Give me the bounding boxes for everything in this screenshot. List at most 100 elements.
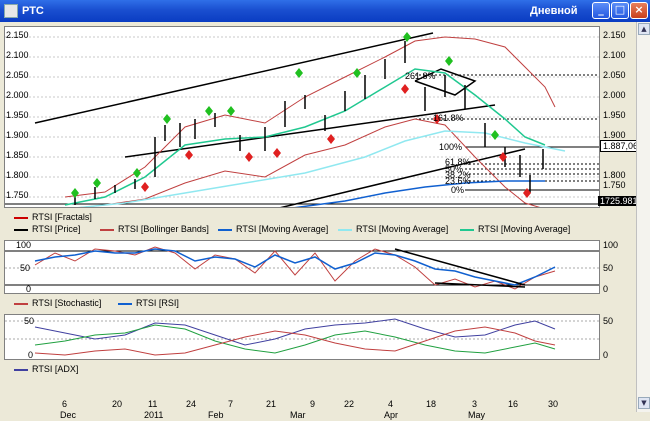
oscillator-panel[interactable] — [4, 240, 600, 294]
di-plus-line — [34, 324, 556, 354]
fib-label: 161.8% — [433, 113, 464, 123]
legend-swatch — [100, 228, 114, 231]
y-tick-label: 50 — [603, 316, 614, 326]
fractal-down-marker — [401, 84, 409, 94]
y-tick-label: 1.950 — [6, 110, 29, 120]
legend-swatch — [218, 228, 232, 231]
adx-line — [34, 318, 556, 346]
y-tick-label: 2.000 — [603, 90, 626, 100]
fractal-down-marker — [245, 152, 253, 162]
ma-cyan-line — [77, 130, 566, 207]
y-tick-label: 1.850 — [6, 150, 29, 160]
chart-frame: 261.8% 161.8% 100% 61.8% 50% 38.2% 23.6%… — [0, 22, 650, 421]
y-tick-label: 2.150 — [603, 30, 626, 40]
adx-panel[interactable] — [4, 314, 600, 360]
x-day-label: 18 — [426, 399, 437, 409]
x-day-label: 9 — [310, 399, 316, 409]
last-price-label: 1.887,06 — [600, 140, 642, 152]
legend-price: RTSI [Price] — [14, 224, 80, 234]
x-axis: 6 20 11 24 7 21 9 22 4 18 3 16 30 Dec 20… — [4, 397, 600, 421]
fractal-up-marker — [445, 56, 453, 66]
ma-blue-line — [294, 180, 545, 207]
rsi-trendline — [394, 248, 526, 286]
legend-swatch — [118, 302, 132, 305]
fractal-up-marker — [163, 114, 171, 124]
fib-label: 38.2% — [445, 170, 471, 180]
y-tick-label: 1.900 — [6, 130, 29, 140]
y-tick-label: 2.150 — [6, 30, 29, 40]
fractal-up-marker — [205, 106, 213, 116]
x-day-label: 3 — [472, 399, 478, 409]
y-tick-label: 50 — [20, 263, 31, 273]
x-day-label: 30 — [548, 399, 559, 409]
bollinger-upper — [64, 36, 556, 198]
fractal-up-marker — [353, 68, 361, 78]
title-bar[interactable]: РТС Дневной _ □ × — [0, 0, 650, 22]
legend-ma-cyan: RTSI [Moving Average] — [338, 224, 448, 234]
legend-stochastic: RTSI [Stochastic] — [14, 298, 101, 308]
y-tick-label: 2.000 — [6, 90, 29, 100]
legend-ma-blue: RTSI [Moving Average] — [218, 224, 328, 234]
fractal-up-marker — [93, 178, 101, 188]
rsi-line — [34, 248, 556, 286]
legend-bollinger: RTSI [Bollinger Bands] — [100, 224, 209, 234]
fractal-up-marker — [227, 106, 235, 116]
y-tick-label: 0 — [603, 350, 609, 360]
y-tick-label: 50 — [24, 316, 35, 326]
fractal-down-marker — [499, 152, 507, 162]
chart-app-icon — [4, 4, 18, 18]
y-tick-label: 1.750 — [6, 190, 29, 200]
fractal-up-marker — [71, 188, 79, 198]
y-tick-label: 1.950 — [603, 110, 626, 120]
maximize-button[interactable]: □ — [611, 2, 629, 19]
legend-fractals: RTSI [Fractals] — [14, 212, 92, 222]
x-day-label: 7 — [228, 399, 234, 409]
fractal-down-marker — [141, 182, 149, 192]
fractal-up-marker — [403, 32, 411, 42]
y-tick-label: 1.750 — [603, 180, 626, 190]
fractal-down-marker — [433, 114, 441, 124]
triangle-pattern — [414, 68, 477, 96]
fractal-down-marker — [327, 134, 335, 144]
y-tick-label: 0 — [26, 284, 32, 294]
x-day-label: 6 — [62, 399, 68, 409]
x-day-label: 22 — [344, 399, 355, 409]
fib-label: 23.6% — [445, 176, 471, 186]
fractal-up-marker — [295, 68, 303, 78]
legend-rsi: RTSI [RSI] — [118, 298, 179, 308]
y-tick-label: 1.900 — [603, 130, 626, 140]
fractal-up-marker — [491, 130, 499, 140]
legend-swatch — [14, 216, 28, 219]
vertical-scrollbar[interactable]: ▲ ▼ — [636, 22, 650, 412]
bollinger-lower — [79, 118, 541, 207]
price-chart-svg — [5, 32, 599, 207]
x-day-label: 24 — [186, 399, 197, 409]
close-button[interactable]: × — [630, 2, 648, 19]
legend-swatch — [460, 228, 474, 231]
scroll-down-icon[interactable]: ▼ — [638, 397, 650, 409]
x-day-label: 16 — [508, 399, 519, 409]
period-label: Дневной — [530, 5, 578, 17]
legend-swatch — [338, 228, 352, 231]
scroll-up-icon[interactable]: ▲ — [638, 23, 650, 35]
oscillator-chart-svg — [5, 246, 599, 290]
y-tick-label: 2.050 — [6, 70, 29, 80]
fractal-down-marker — [185, 150, 193, 160]
y-tick-label: 100 — [16, 240, 32, 250]
minimize-button[interactable]: _ — [592, 2, 610, 19]
x-day-label: 11 — [148, 399, 158, 409]
x-day-label: 4 — [388, 399, 394, 409]
legend-swatch — [14, 228, 28, 231]
y-tick-label: 100 — [603, 240, 619, 250]
fib-label: 0% — [451, 185, 465, 195]
y-tick-label: 50 — [603, 263, 614, 273]
fractal-down-marker — [523, 188, 531, 198]
price-panel[interactable]: 261.8% 161.8% 100% 61.8% 50% 38.2% 23.6%… — [4, 26, 600, 208]
trendline-middle — [124, 104, 496, 158]
fib-label: 50% — [445, 164, 464, 174]
y-tick-label: 2.100 — [6, 50, 29, 60]
legend-swatch — [14, 368, 28, 371]
low-price-label: 1725.9819 — [598, 196, 645, 206]
di-minus-line — [34, 326, 556, 356]
y-tick-label: 2.050 — [603, 70, 626, 80]
